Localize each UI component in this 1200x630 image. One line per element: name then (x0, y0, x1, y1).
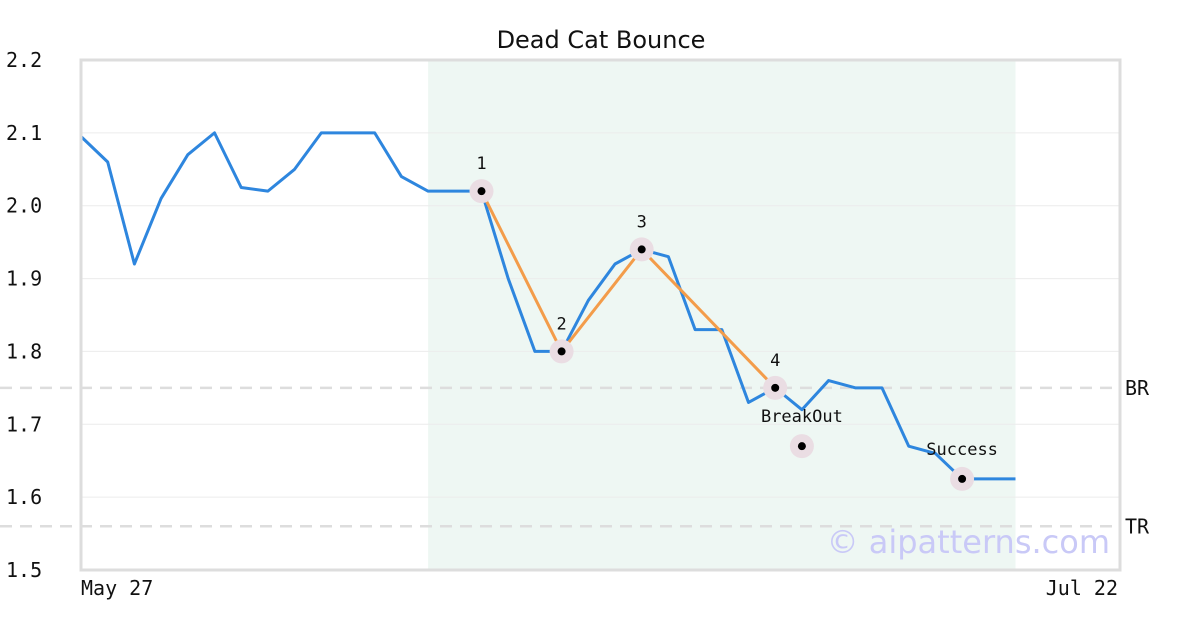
y-tick-label: 1.5 (6, 558, 42, 582)
event-marker-label: Success (926, 440, 998, 460)
plot-frame (79, 58, 1122, 572)
pattern-point-label: 2 (556, 314, 566, 334)
x-tick-label: Jul 22 (1046, 576, 1118, 600)
y-tick-label: 2.0 (6, 194, 42, 218)
pattern-highlight-region (428, 60, 1016, 570)
pattern-point-label: 1 (476, 154, 486, 174)
y-tick-label: 1.7 (6, 412, 42, 436)
y-tick-label: 1.6 (6, 485, 42, 509)
y-tick-label: 2.1 (6, 121, 42, 145)
event-marker-label: BreakOut (761, 407, 843, 427)
pattern-point-label: 3 (637, 212, 647, 232)
pattern-point (477, 187, 486, 196)
price-series-line (79, 131, 1016, 481)
chart-title: Dead Cat Bounce (497, 26, 706, 54)
reference-lines: BR TR (0, 376, 1150, 538)
reference-line-label: BR (1125, 376, 1150, 400)
event-marker (958, 474, 967, 483)
pattern-point-label: 4 (770, 351, 780, 371)
event-marker (797, 442, 806, 451)
reference-line-label: TR (1125, 514, 1150, 538)
pattern-point (771, 383, 780, 392)
y-tick-label: 2.2 (6, 48, 42, 72)
x-tick-label: May 27 (81, 576, 153, 600)
grid-lines (81, 59, 1120, 571)
pattern-zigzag-line (480, 190, 777, 389)
pattern-point (557, 347, 566, 356)
y-tick-label: 1.9 (6, 267, 42, 291)
x-axis-ticks: May 27 Jul 22 (81, 576, 1118, 600)
pattern-points: 1 2 3 4 BreakOut Success (469, 154, 998, 491)
y-axis-ticks: 1.5 1.6 1.7 1.8 1.9 2.0 2.1 2.2 (6, 48, 42, 582)
pattern-point (637, 245, 646, 254)
y-tick-label: 1.8 (6, 339, 42, 363)
watermark: © aipatterns.com (827, 523, 1110, 561)
